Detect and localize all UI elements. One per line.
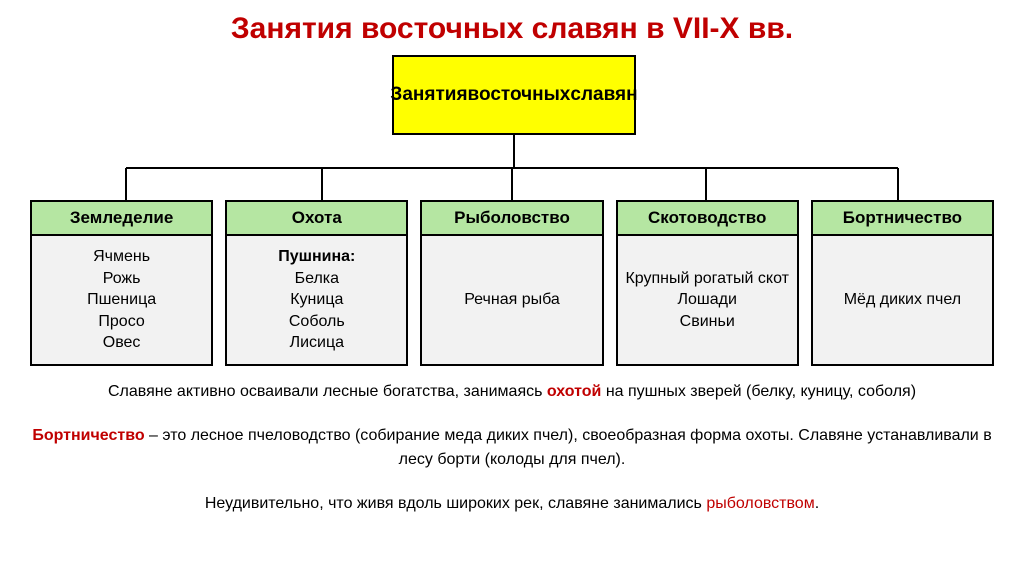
branch-body: Речная рыба [420,236,603,366]
branch-body: ЯчменьРожьПшеницаПросоОвес [30,236,213,366]
note-part: Неудивительно, что живя вдоль широких ре… [205,495,706,512]
note-line: Неудивительно, что живя вдоль широких ре… [30,492,994,516]
branch-item: Ячмень [93,246,150,268]
branches-row: ЗемледелиеЯчменьРожьПшеницаПросоОвесОхот… [30,200,994,366]
branch-body: Мёд диких пчел [811,236,994,366]
branch-body: Крупный рогатый скотЛошадиСвиньи [616,236,799,366]
note-line: Славяне активно осваивали лесные богатст… [30,380,994,404]
branch-header: Охота [225,200,408,236]
branch: Рыболовство Речная рыба [420,200,603,366]
note-line: Бортничество – это лесное пчеловодство (… [30,424,994,472]
branch-item: Лошади [678,289,737,311]
branch-item: Речная рыба [464,289,560,311]
branch-item: Куница [290,289,343,311]
title-text: Занятия восточных славян в VII-X вв. [231,12,793,45]
branch-header: Рыболовство [420,200,603,236]
note-part: на пушных зверей (белку, куницу, соболя) [601,383,916,400]
note-part: Бортничество [32,427,144,444]
note-part: Славяне активно осваивали лесные богатст… [108,383,547,400]
note-part: – это лесное пчеловодство (собирание мед… [145,427,992,468]
branch: Бортничество Мёд диких пчел [811,200,994,366]
branch-item: Лисица [290,332,344,354]
branch-item: Крупный рогатый скот [625,268,789,290]
branch-item: Рожь [103,268,141,290]
note-part: рыболовством [706,495,814,512]
root-line: Занятия [390,83,467,107]
root-line: восточных [468,83,571,107]
branch-header: Скотоводство [616,200,799,236]
note-part: охотой [547,383,601,400]
branch-item: Белка [295,268,339,290]
branch-item: Овес [103,332,141,354]
branch: ОхотаПушнина:БелкаКуницаСобольЛисица [225,200,408,366]
branch-header: Бортничество [811,200,994,236]
note-part: . [815,495,819,512]
branch-subheader: Пушнина: [278,246,355,268]
branch: СкотоводствоКрупный рогатый скотЛошадиСв… [616,200,799,366]
branch-item: Пшеница [87,289,156,311]
branch-item: Мёд диких пчел [844,289,961,311]
branch-item: Свиньи [680,311,735,333]
branch: ЗемледелиеЯчменьРожьПшеницаПросоОвес [30,200,213,366]
notes-block: Славяне активно осваивали лесные богатст… [30,380,994,536]
branch-item: Соболь [289,311,345,333]
root-node: Занятиявосточныхславян [392,55,636,135]
branch-item: Просо [98,311,144,333]
branch-header: Земледелие [30,200,213,236]
page-title: Занятия восточных славян в VII-X вв. [0,0,1024,46]
branch-body: Пушнина:БелкаКуницаСобольЛисица [225,236,408,366]
root-line: славян [570,83,637,107]
